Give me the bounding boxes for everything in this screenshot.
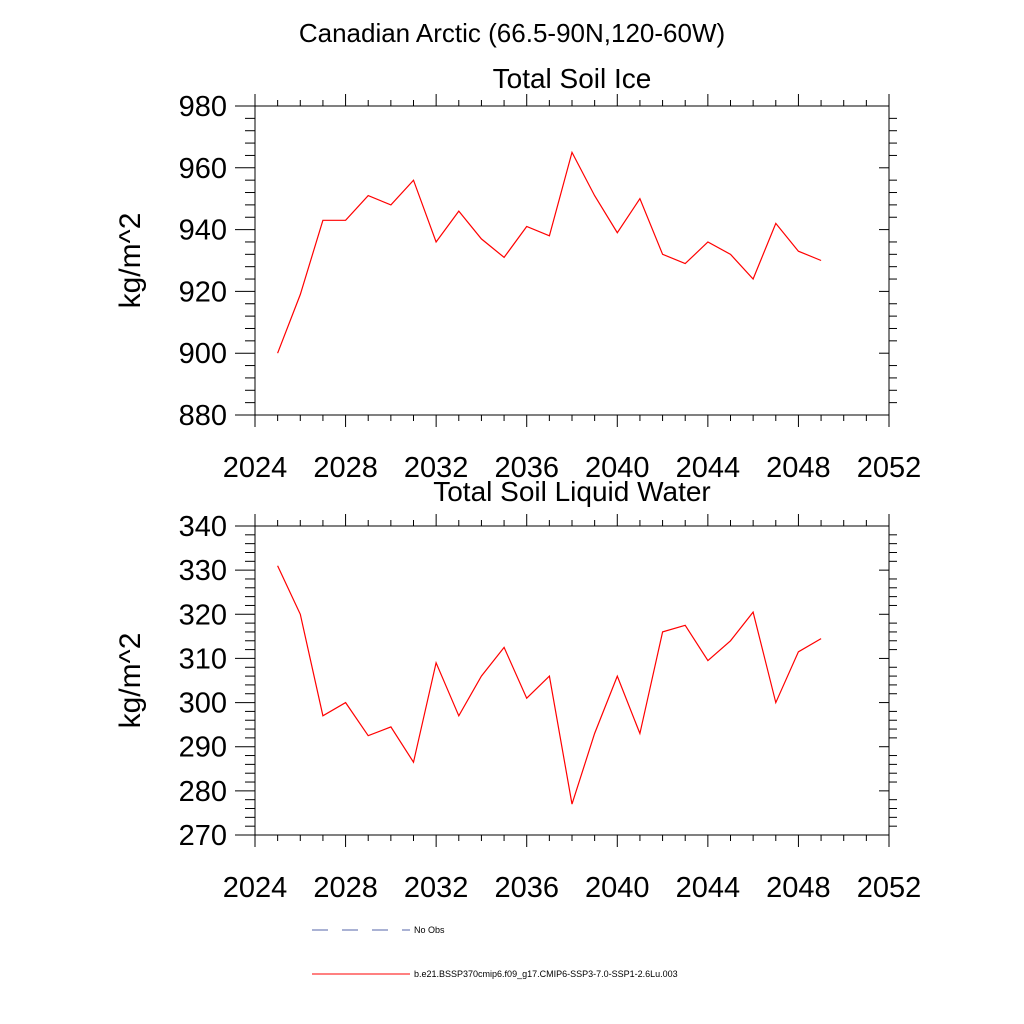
chart-title: Total Soil Ice xyxy=(493,63,652,94)
figure-title: Canadian Arctic (66.5-90N,120-60W) xyxy=(299,18,725,48)
chart-title: Total Soil Liquid Water xyxy=(433,476,711,507)
x-tick-label: 2052 xyxy=(857,872,922,904)
x-tick-label: 2052 xyxy=(857,452,922,484)
series-line xyxy=(277,150,822,354)
x-tick-label: 2048 xyxy=(766,872,831,904)
y-tick-label: 940 xyxy=(179,215,227,247)
series-line xyxy=(277,565,822,805)
x-tick-label: 2028 xyxy=(313,872,378,904)
y-tick-label: 960 xyxy=(179,153,227,185)
x-tick-label: 2036 xyxy=(494,452,559,484)
x-tick-label: 2032 xyxy=(404,872,469,904)
x-tick-label: 2024 xyxy=(223,872,288,904)
x-tick-label: 2032 xyxy=(404,452,469,484)
x-tick-label: 2044 xyxy=(676,872,741,904)
legend: No Obs b.e21.BSSP370cmip6.f09_g17.CMIP6-… xyxy=(312,925,678,979)
y-tick-label: 340 xyxy=(179,511,227,543)
x-tick-label: 2036 xyxy=(494,872,559,904)
legend-label-model-run: b.e21.BSSP370cmip6.f09_g17.CMIP6-SSP3-7.… xyxy=(414,969,678,979)
y-tick-label: 320 xyxy=(179,599,227,631)
panel-total-soil-liquid-water: Total Soil Liquid Water 2024 2028 2032 2036 2… xyxy=(114,476,921,904)
x-tick-label: 2048 xyxy=(766,452,831,484)
y-tick-label: 980 xyxy=(179,91,227,123)
y-axis-label: kg/m^2 xyxy=(114,213,147,309)
y-tick-label: 310 xyxy=(179,643,227,675)
y-tick-label: 300 xyxy=(179,688,227,720)
plot-frame xyxy=(254,525,890,836)
y-tick-label: 290 xyxy=(179,732,227,764)
y-tick-label: 330 xyxy=(179,555,227,587)
y-tick-label: 900 xyxy=(179,338,227,370)
x-tick-label: 2040 xyxy=(585,872,650,904)
x-tick-label: 2044 xyxy=(676,452,741,484)
x-tick-label: 2028 xyxy=(313,452,378,484)
panel-total-soil-ice: Total Soil Ice 2024 2028 2032 2036 2040 2044 20… xyxy=(114,63,921,484)
y-tick-label: 270 xyxy=(179,820,227,852)
y-tick-label: 880 xyxy=(179,400,227,432)
y-tick-label: 280 xyxy=(179,776,227,808)
x-tick-label: 2024 xyxy=(223,452,288,484)
legend-label-no-obs: No Obs xyxy=(414,925,445,935)
x-tick-label: 2040 xyxy=(585,452,650,484)
y-tick-label: 920 xyxy=(179,276,227,308)
y-axis-label: kg/m^2 xyxy=(114,633,147,729)
